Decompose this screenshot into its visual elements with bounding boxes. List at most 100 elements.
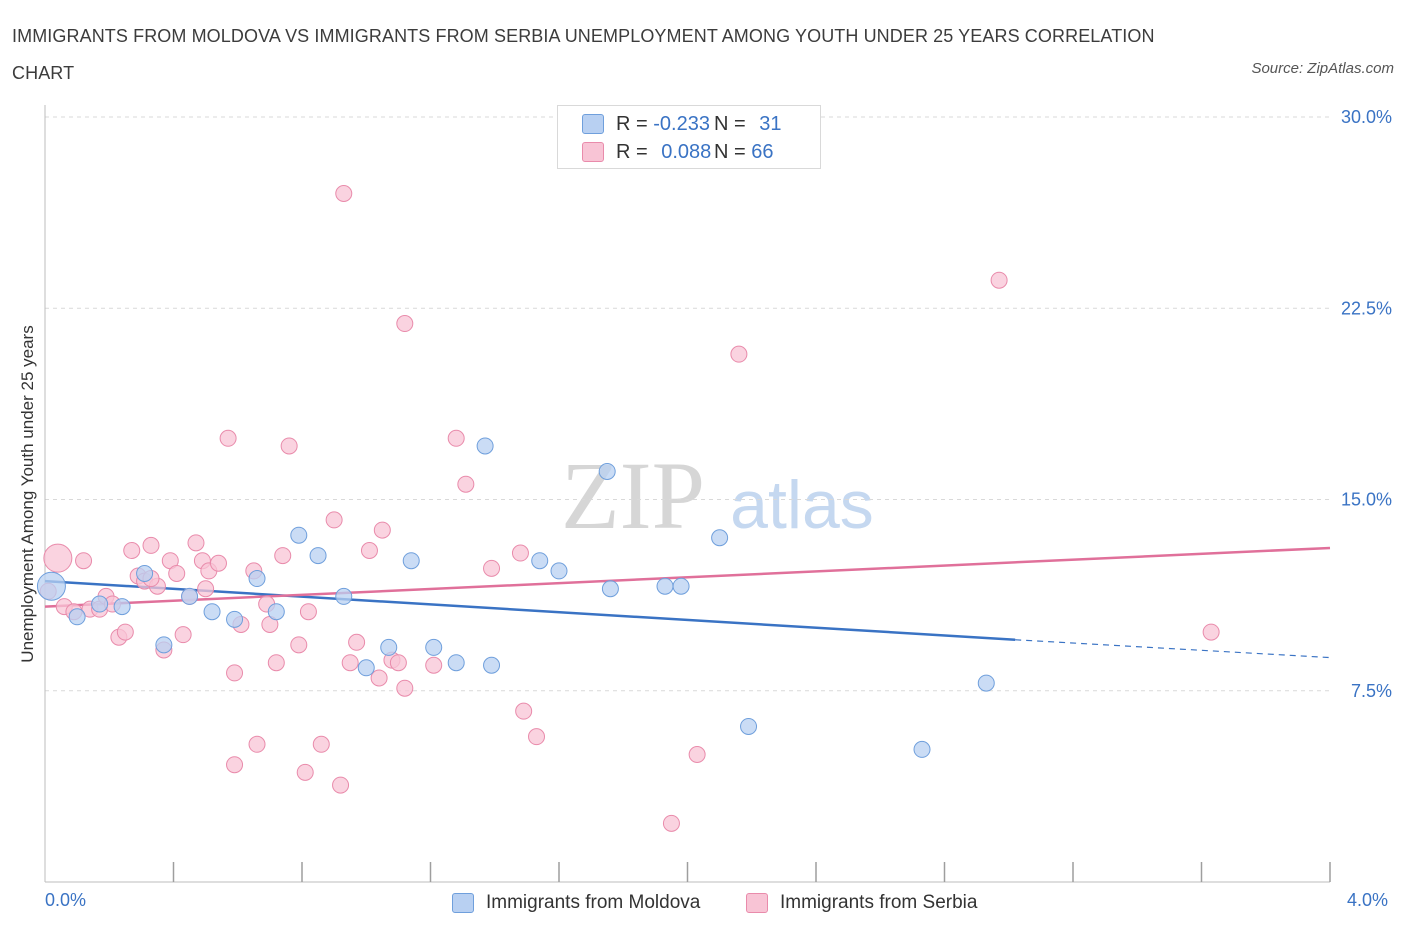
moldova-point <box>598 462 616 480</box>
serbia-point <box>75 552 93 570</box>
x-axis-max-label: 4.0% <box>1347 890 1389 910</box>
watermark-atlas: atlas <box>730 467 874 543</box>
serbia-point <box>341 654 359 672</box>
serbia-legend-swatch <box>746 893 768 913</box>
moldova-point <box>447 654 465 672</box>
serbia-point <box>662 814 680 832</box>
serbia-point <box>447 429 465 447</box>
moldova-point <box>290 526 308 544</box>
serbia-point <box>389 654 407 672</box>
moldova-legend-swatch <box>452 893 474 913</box>
data-points <box>36 185 1220 832</box>
moldova-point <box>357 659 375 677</box>
moldova-point <box>136 564 154 582</box>
legend-row-moldova: R = -0.233 N = 31 <box>582 111 782 137</box>
moldova-point <box>656 577 674 595</box>
serbia-point <box>335 185 353 202</box>
serbia-point <box>267 654 285 672</box>
serbia-point <box>1202 623 1220 641</box>
moldova-point <box>248 570 266 588</box>
moldova-point <box>203 603 221 621</box>
serbia-point <box>730 345 748 363</box>
moldova-point <box>155 636 173 654</box>
serbia-point <box>248 735 266 753</box>
moldova-point <box>68 608 86 626</box>
moldova-point <box>977 674 995 692</box>
moldova-point <box>380 638 398 656</box>
x-axis-min-label: 0.0% <box>45 890 87 910</box>
serbia-legend-label: Immigrants from Serbia <box>780 892 978 913</box>
moldova-swatch <box>582 114 604 134</box>
serbia-point <box>990 271 1008 289</box>
moldova-point <box>425 638 443 656</box>
moldova-point <box>913 740 931 758</box>
serbia-swatch <box>582 142 604 162</box>
serbia-point <box>373 521 391 539</box>
serbia-n: N = 66 <box>714 140 774 163</box>
moldova-point <box>309 547 327 565</box>
moldova-point <box>476 437 494 455</box>
grid-lines <box>45 116 1330 692</box>
serbia-point <box>226 664 244 682</box>
moldova-point <box>601 580 619 598</box>
serbia-point <box>290 636 308 654</box>
serbia-point <box>296 763 314 781</box>
serbia-point <box>168 564 186 582</box>
serbia-point <box>360 542 378 559</box>
moldova-trend-extension <box>1015 639 1331 659</box>
serbia-point <box>123 542 141 559</box>
moldova-legend-label: Immigrants from Moldova <box>486 892 701 913</box>
serbia-point <box>226 756 244 774</box>
serbia-point <box>280 437 298 455</box>
watermark-zip: ZIP <box>561 442 705 549</box>
y-tick-label: 7.5% <box>1351 681 1392 701</box>
serbia-r: R = 0.088 <box>616 140 712 163</box>
y-tick-label: 22.5% <box>1341 298 1392 318</box>
watermark: ZIP atlas <box>561 442 874 549</box>
serbia-point <box>425 656 443 674</box>
serbia-point <box>299 603 317 621</box>
y-tick-label: 30.0% <box>1341 107 1392 127</box>
serbia-trend-line <box>44 546 1331 608</box>
legend-item-moldova: Immigrants from Moldova <box>452 889 700 917</box>
axes <box>44 105 1331 883</box>
serbia-point <box>43 543 73 573</box>
serbia-point <box>396 315 414 333</box>
moldova-point <box>36 571 66 601</box>
tick-labels: 7.5% 15.0% 22.5% 30.0% <box>1341 107 1392 701</box>
serbia-point <box>174 626 192 644</box>
moldova-point <box>267 603 285 621</box>
serbia-point <box>209 554 227 572</box>
moldova-point <box>672 577 690 595</box>
serbia-point <box>219 429 237 447</box>
source-label: Source: ZipAtlas.com <box>1251 60 1394 77</box>
correlation-legend: R = -0.233 N = 31 R = 0.088 N = 66 <box>557 105 821 169</box>
serbia-point <box>332 776 350 794</box>
moldova-point <box>335 587 353 605</box>
legend-row-serbia: R = 0.088 N = 66 <box>582 139 774 165</box>
moldova-point <box>740 717 758 735</box>
trend-lines <box>44 546 1331 659</box>
moldova-point <box>550 562 568 580</box>
serbia-point <box>483 559 501 577</box>
serbia-point <box>312 735 330 753</box>
moldova-point <box>91 595 109 613</box>
serbia-point <box>396 679 414 697</box>
serbia-point <box>370 669 388 687</box>
moldova-point <box>226 610 244 628</box>
serbia-point <box>457 475 475 493</box>
moldova-point <box>711 529 729 547</box>
serbia-point <box>515 702 533 720</box>
legend-item-serbia: Immigrants from Serbia <box>746 889 977 917</box>
moldova-point <box>181 587 199 605</box>
serbia-point <box>197 580 215 598</box>
y-tick-label: 15.0% <box>1341 490 1392 510</box>
serbia-point <box>325 511 343 529</box>
serbia-point <box>348 633 366 651</box>
serbia-point <box>528 728 546 746</box>
moldova-point <box>113 598 131 616</box>
serbia-point <box>187 534 205 552</box>
moldova-point <box>402 552 420 570</box>
y-axis-label: Unemployment Among Youth under 25 years <box>18 325 37 663</box>
